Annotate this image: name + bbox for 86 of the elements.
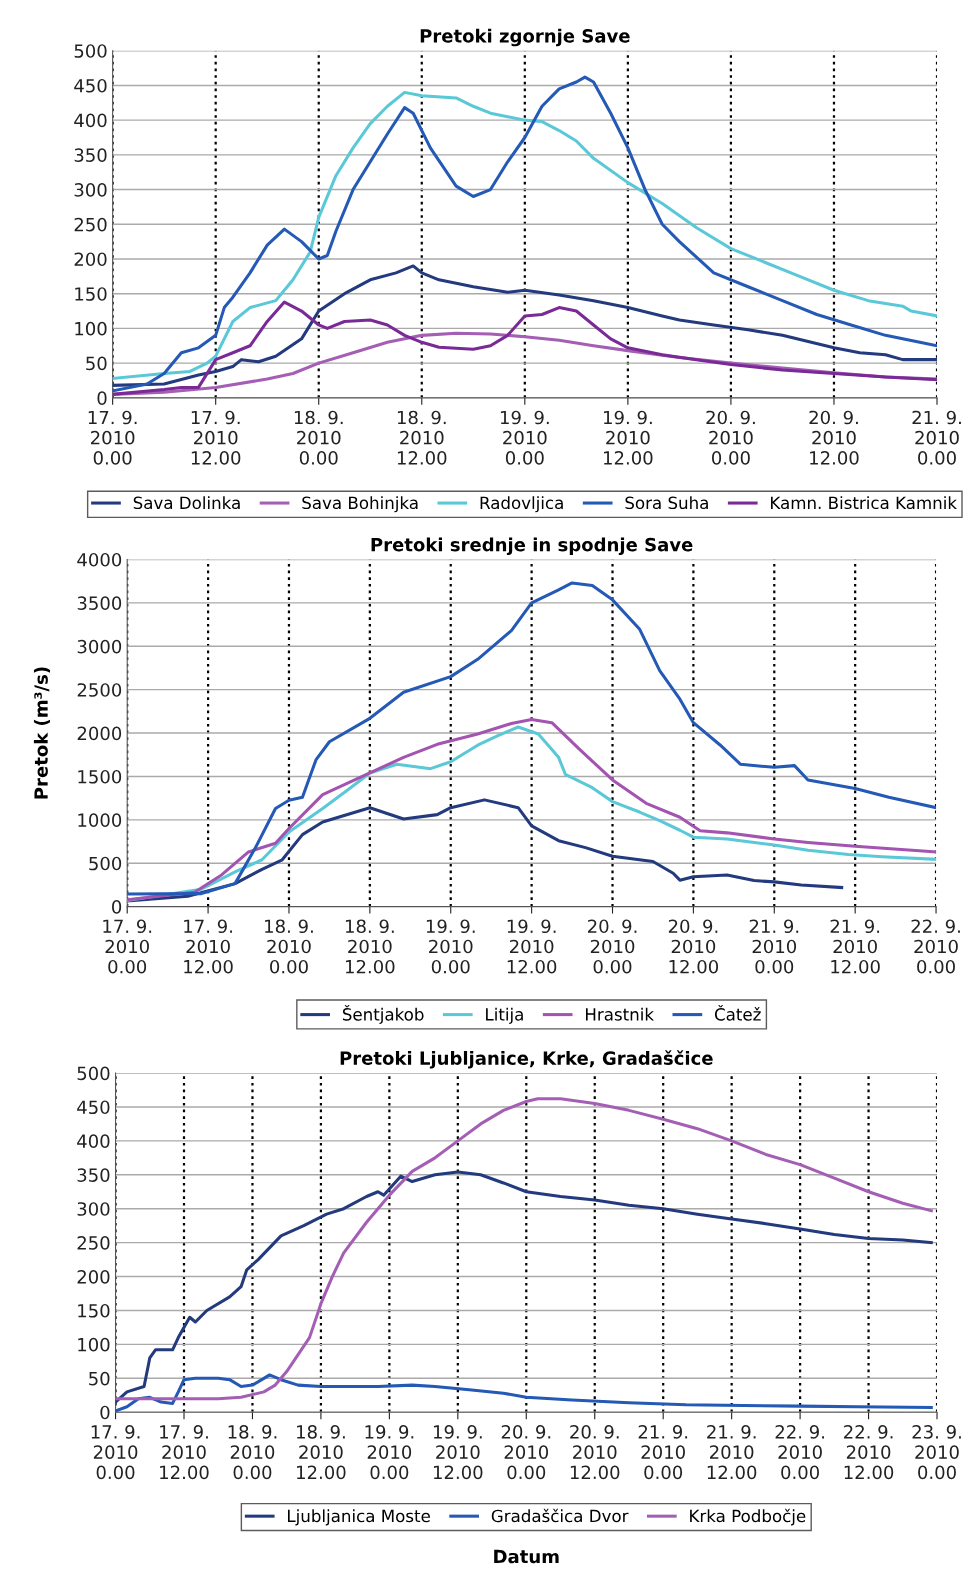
y-tick-label: 200 <box>74 252 107 267</box>
legend-label: Sava Dolinka <box>133 496 240 510</box>
legend-label: Kamn. Bistrica Kamnik <box>771 496 957 510</box>
x-tick-label: 19. 9. 2010 12.00 <box>604 410 653 465</box>
y-tick-label: 250 <box>74 217 107 232</box>
y-tick-label: 500 <box>89 856 122 871</box>
y-tick-label: 0 <box>112 900 122 914</box>
legend-label: Sora Suha <box>625 496 708 510</box>
x-tick-label: 17. 9. 2010 12.00 <box>191 410 241 465</box>
x-tick-label: 21. 9. 2010 0.00 <box>638 1425 688 1480</box>
x-tick-label: 18. 9. 2010 12.00 <box>345 919 395 974</box>
line-series <box>115 1097 933 1401</box>
legend-label: Gradaščica Dvor <box>491 1508 629 1523</box>
x-tick-label: 21. 9. 2010 0.00 <box>749 919 799 974</box>
y-axis-title: Pretok (m³/s) <box>33 667 51 799</box>
legend-label: Radovljica <box>480 496 563 513</box>
y-tick-label: 100 <box>75 321 107 336</box>
x-tick-label: 17. 9. 2010 0.00 <box>88 410 137 465</box>
x-tick-label: 19. 9. 2010 0.00 <box>500 410 549 465</box>
y-tick-label: 2000 <box>77 726 122 741</box>
y-tick-label: 150 <box>78 1303 110 1318</box>
y-tick-label: 250 <box>77 1236 110 1250</box>
y-tick-label: 300 <box>77 1202 110 1216</box>
x-tick-label: 21. 9. 2010 12.00 <box>707 1425 757 1480</box>
y-tick-label: 400 <box>74 113 107 128</box>
x-tick-label: 18. 9. 2010 0.00 <box>265 919 313 974</box>
line-series <box>115 1170 933 1404</box>
x-tick-label: 18. 9. 2010 0.00 <box>294 410 343 465</box>
x-tick-label: 20. 9. 2010 12.00 <box>570 1425 620 1480</box>
y-tick-label: 350 <box>74 148 107 162</box>
line-series <box>127 581 937 896</box>
x-tick-label: 19. 9. 2010 12.00 <box>507 919 557 974</box>
x-tick-label: 20. 9. 2010 0.00 <box>501 1425 551 1480</box>
x-tick-label: 22. 9. 2010 0.00 <box>911 919 960 974</box>
x-tick-label: 21. 9. 2010 0.00 <box>912 410 961 465</box>
x-tick-label: 19. 9. 2010 0.00 <box>365 1425 414 1480</box>
x-tick-label: 17. 9. 2010 0.00 <box>91 1425 140 1480</box>
x-tick-label: 17. 9. 2010 12.00 <box>160 1425 209 1480</box>
y-tick-label: 0 <box>97 391 107 405</box>
y-tick-label: 2500 <box>77 683 122 697</box>
y-tick-label: 450 <box>77 1100 110 1115</box>
legend-label: Sava Bohinjka <box>302 496 418 513</box>
y-tick-label: 50 <box>86 356 107 371</box>
y-tick-label: 500 <box>74 44 107 58</box>
y-tick-label: 100 <box>78 1337 110 1352</box>
y-tick-label: 4000 <box>77 552 122 567</box>
x-tick-label: 22. 9. 2010 0.00 <box>775 1425 824 1480</box>
y-tick-label: 3500 <box>77 596 122 611</box>
x-tick-label: 17. 9. 2010 12.00 <box>184 919 233 974</box>
y-tick-label: 1000 <box>78 813 122 827</box>
x-tick-label: 20. 9. 2010 12.00 <box>668 919 719 974</box>
legend-label: Šentjakob <box>342 1005 424 1024</box>
legend-label: Čatež <box>714 1005 761 1021</box>
x-axis-title: Datum <box>494 1549 559 1564</box>
y-tick-label: 450 <box>74 78 107 93</box>
legend-label: Ljubljanica Moste <box>288 1509 430 1526</box>
line-series <box>112 264 938 387</box>
y-tick-label: 350 <box>77 1168 110 1182</box>
y-tick-label: 50 <box>89 1371 110 1386</box>
y-tick-label: 3000 <box>77 639 122 654</box>
y-tick-label: 500 <box>77 1066 110 1081</box>
legend-label: Hrastnik <box>586 1007 654 1021</box>
y-tick-label: 200 <box>77 1270 110 1284</box>
x-tick-label: 18. 9. 2010 12.00 <box>397 410 447 465</box>
x-tick-label: 19. 9. 2010 12.00 <box>433 1425 483 1480</box>
line-series <box>115 1373 933 1413</box>
x-tick-label: 20. 9. 2010 12.00 <box>809 410 859 465</box>
chart-title: Pretoki zgornje Save <box>420 28 630 47</box>
chart-title: Pretoki srednje in spodnje Save <box>371 537 693 556</box>
x-tick-label: 18. 9. 2010 12.00 <box>297 1425 346 1480</box>
y-tick-label: 1500 <box>78 769 122 784</box>
legend-label: Krka Podbočje <box>690 1508 806 1526</box>
y-tick-label: 300 <box>74 183 107 197</box>
chart-title: Pretoki Ljubljanice, Krke, Gradaščice <box>340 1050 713 1069</box>
x-tick-label: 20. 9. 2010 0.00 <box>706 410 755 465</box>
x-tick-label: 22. 9. 2010 12.00 <box>844 1425 894 1480</box>
x-tick-label: 18. 9. 2010 0.00 <box>228 1425 277 1480</box>
y-tick-label: 0 <box>100 1405 110 1420</box>
x-tick-label: 19. 9. 2010 0.00 <box>426 919 475 974</box>
y-tick-label: 400 <box>77 1134 110 1148</box>
y-tick-label: 150 <box>75 287 107 301</box>
x-tick-label: 17. 9. 2010 0.00 <box>103 919 152 974</box>
x-tick-label: 20. 9. 2010 0.00 <box>587 919 637 974</box>
x-tick-label: 21. 9. 2010 12.00 <box>830 919 880 974</box>
legend-label: Litija <box>486 1007 523 1024</box>
x-tick-label: 23. 9. 2010 0.00 <box>912 1425 961 1480</box>
